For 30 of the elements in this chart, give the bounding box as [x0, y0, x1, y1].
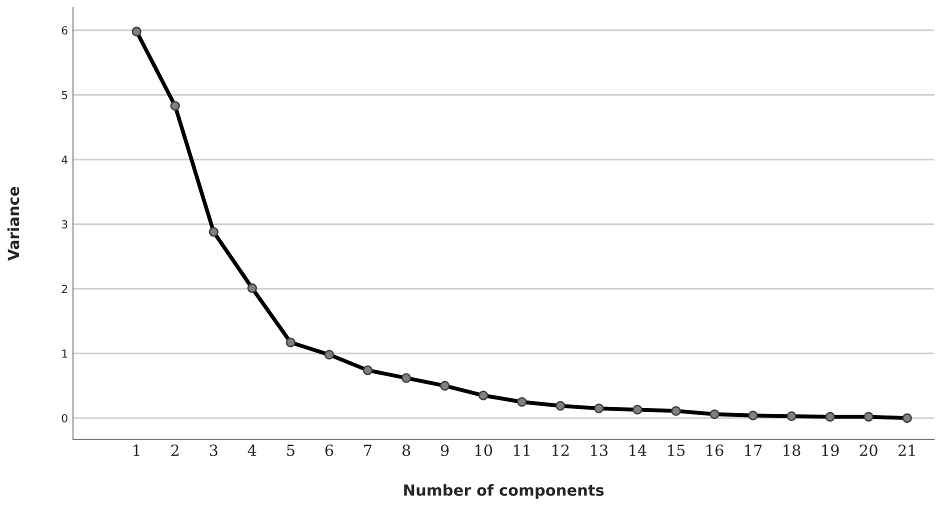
x-tick-label: 17	[745, 444, 762, 456]
x-tick-label: 21	[898, 444, 915, 456]
x-axis-title: Number of components	[404, 484, 604, 499]
y-tick-label: 4	[62, 156, 68, 164]
x-tick-label: 20	[860, 444, 878, 456]
x-tick-label: 7	[364, 444, 372, 456]
x-tick-label: 4	[248, 444, 256, 456]
x-tick-label: 10	[475, 444, 492, 456]
x-tick-label: 15	[668, 444, 685, 456]
x-tick-label: 2	[171, 444, 178, 456]
x-tick-label: 6	[325, 444, 334, 456]
x-tick-label: 14	[630, 444, 646, 456]
x-tick-label: 16	[706, 444, 724, 456]
x-tick-label: 1	[134, 444, 140, 456]
y-axis-title: Variance	[7, 186, 20, 261]
x-tick-label: 19	[822, 444, 839, 456]
y-tick-label: 2	[62, 284, 68, 294]
y-tick-label: 6	[62, 26, 68, 35]
y-tick-label: 3	[62, 220, 68, 229]
x-tick-label: 11	[514, 444, 530, 456]
x-tick-label: 3	[210, 444, 218, 456]
x-tick-label: 12	[552, 444, 569, 456]
x-tick-label: 18	[784, 444, 800, 456]
x-tick-label: 9	[440, 444, 449, 456]
y-tick-label: 5	[62, 91, 68, 100]
y-tick-label: 1	[62, 350, 68, 358]
x-tick-label: 5	[287, 444, 294, 456]
y-tick-label: 0	[62, 414, 68, 422]
x-tick-label: 13	[591, 444, 608, 456]
x-tick-label: 8	[402, 444, 410, 456]
